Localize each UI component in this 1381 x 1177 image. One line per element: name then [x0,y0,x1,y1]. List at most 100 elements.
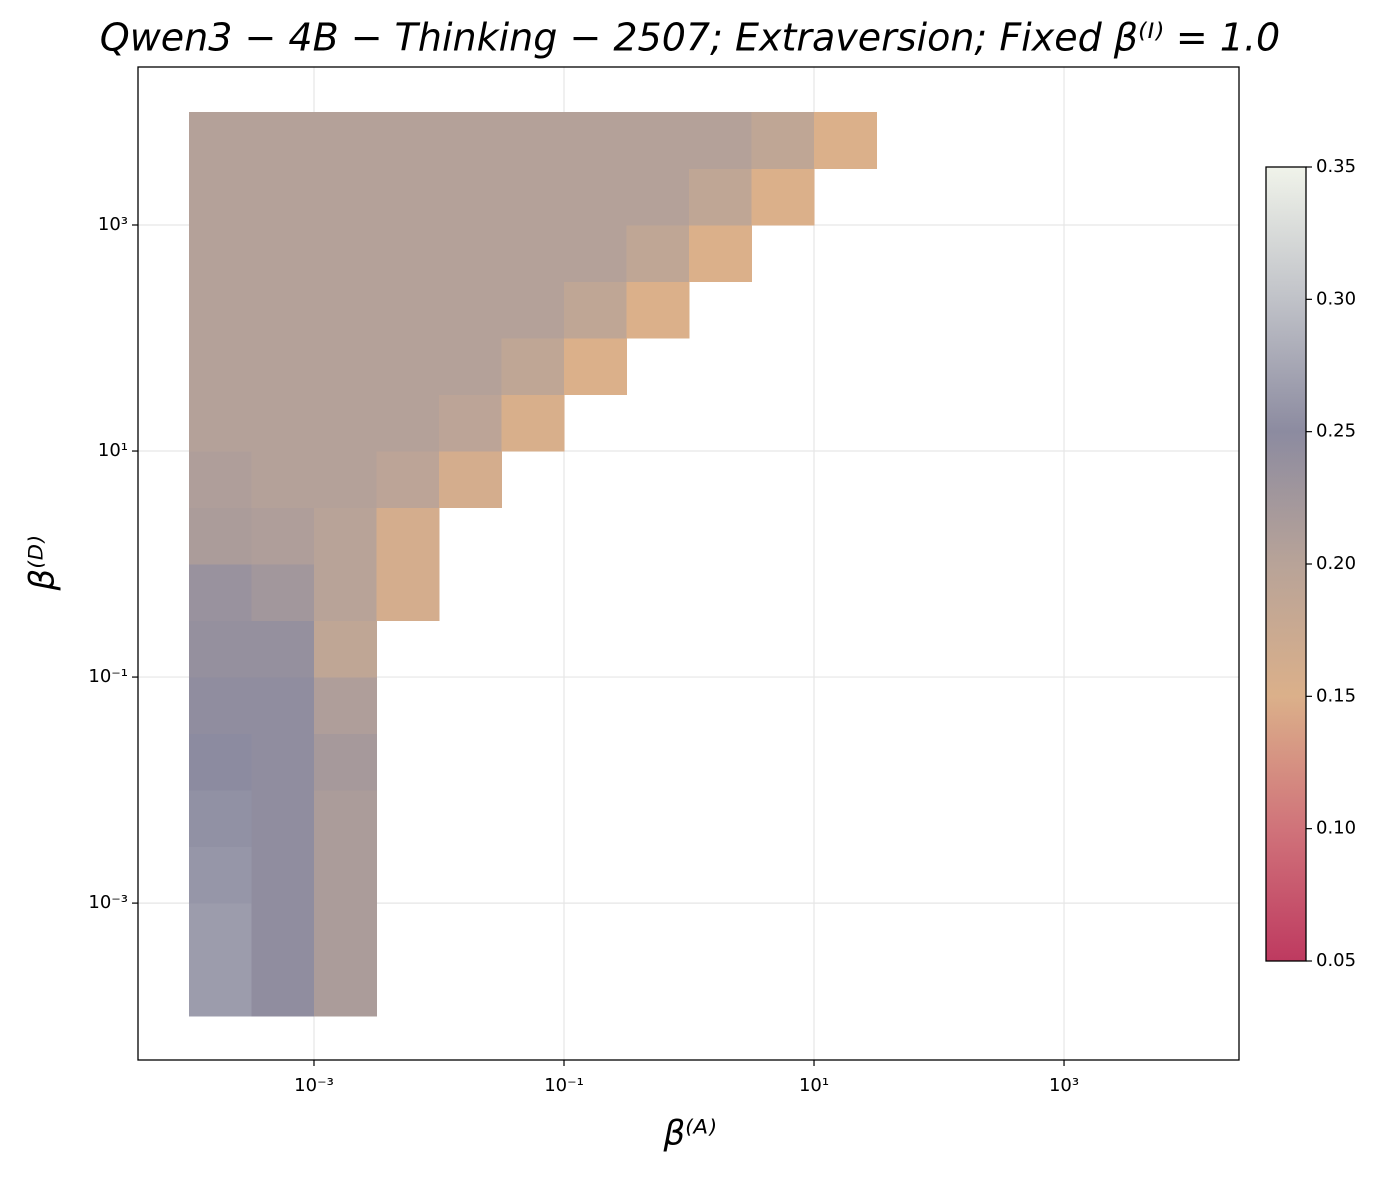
heatmap-cell [439,168,503,226]
heatmap-cell [251,564,315,622]
heatmap-cell [251,903,315,961]
heatmap-cell [189,903,252,961]
heatmap-cell [313,451,378,509]
colorbar [1265,166,1307,962]
heatmap-cell [189,168,252,226]
heatmap-cell [439,394,503,452]
axes: 10⁻³ 10⁻¹ 10¹ 10³ 10⁻³ 10⁻¹ 10¹ 10³ 0.05 0.10 0.15… [88,156,1356,1096]
heatmap-cell [251,168,315,226]
heatmap-cell [376,507,440,565]
heatmap-cell [376,281,440,339]
heatmap-cell [251,224,315,282]
heatmap-cell [501,338,565,396]
heatmap [189,112,878,1017]
heatmap-cell [313,959,378,1017]
heatmap-cell [501,224,565,282]
heatmap-cell [376,564,440,622]
heatmap-cell [439,224,503,282]
heatmap-cell [689,224,753,282]
heatmap-cell [313,112,378,169]
heatmap-cell [376,224,440,282]
heatmap-cell [564,338,628,396]
heatmap-cell [313,507,378,565]
heatmap-cell [189,224,252,282]
heatmap-cell [189,790,252,848]
heatmap-cell [313,168,378,226]
heatmap-cell [313,394,378,452]
heatmap-cell [564,281,628,339]
heatmap-cell [189,733,252,791]
heatmap-cell [501,394,565,452]
heatmap-cell [189,338,252,396]
heatmap-cell [439,451,503,509]
heatmap-cell [251,451,315,509]
heatmap-cell [626,224,690,282]
x-tick-label: 10⁻³ [294,1075,334,1096]
heatmap-cell [501,112,565,169]
heatmap-cell [626,281,690,339]
heatmap-cell [689,112,753,169]
heatmap-cell [189,507,252,565]
heatmap-cell [251,677,315,735]
heatmap-cell [313,224,378,282]
heatmap-cell [313,281,378,339]
heatmap-cell [313,620,378,678]
x-axis-label: β⁽ᴬ⁾ [662,1114,716,1154]
chart-title: Qwen3 − 4B − Thinking − 2507; Extraversi… [100,16,1280,60]
heatmap-cell [251,112,315,169]
colorbar-tick-label: 0.05 [1316,950,1356,971]
x-tick-label: 10⁻¹ [544,1075,584,1096]
heatmap-cell [501,168,565,226]
colorbar-tick-label: 0.35 [1316,156,1356,177]
y-tick-label: 10¹ [98,440,128,461]
heatmap-cell [251,620,315,678]
heatmap-cell [376,168,440,226]
heatmap-cell [313,338,378,396]
heatmap-cell [251,338,315,396]
heatmap-cell [626,168,690,226]
heatmap-cell [313,677,378,735]
heatmap-cell [689,168,753,226]
x-tick-label: 10³ [1049,1075,1079,1096]
heatmap-cell [814,112,878,169]
heatmap-cell [313,846,378,904]
heatmap-cell [189,677,252,735]
heatmap-cell [501,281,565,339]
colorbar-tick-label: 0.25 [1316,421,1356,442]
heatmap-cell [626,112,690,169]
heatmap-cell [376,451,440,509]
heatmap-cell [439,338,503,396]
heatmap-cell [251,959,315,1017]
heatmap-cell [251,394,315,452]
heatmap-cell [439,281,503,339]
heatmap-cell [313,564,378,622]
heatmap-cell [189,281,252,339]
heatmap-cell [189,394,252,452]
heatmap-cell [376,112,440,169]
heatmap-cell [564,112,628,169]
heatmap-cell [189,620,252,678]
colorbar-tick-label: 0.10 [1316,818,1356,839]
colorbar-tick-label: 0.20 [1316,553,1356,574]
heatmap-cell [251,846,315,904]
y-tick-label: 10³ [98,214,128,235]
heatmap-cell [564,224,628,282]
heatmap-cell [313,903,378,961]
colorbar-tick-label: 0.30 [1316,288,1356,309]
y-tick-label: 10⁻¹ [88,666,128,687]
heatmap-cell [376,394,440,452]
y-tick-label: 10⁻³ [88,892,128,913]
x-tick-label: 10¹ [799,1075,829,1096]
heatmap-cell [189,846,252,904]
y-axis-label: β⁽ᴰ⁾ [23,536,63,592]
heatmap-cell [376,338,440,396]
heatmap-cell [751,112,815,169]
colorbar-tick-label: 0.15 [1316,685,1356,706]
heatmap-cell [251,790,315,848]
heatmap-cell [189,564,252,622]
heatmap-cell [313,790,378,848]
heatmap-cell [251,281,315,339]
heatmap-cell [189,112,252,169]
heatmap-cell [189,451,252,509]
